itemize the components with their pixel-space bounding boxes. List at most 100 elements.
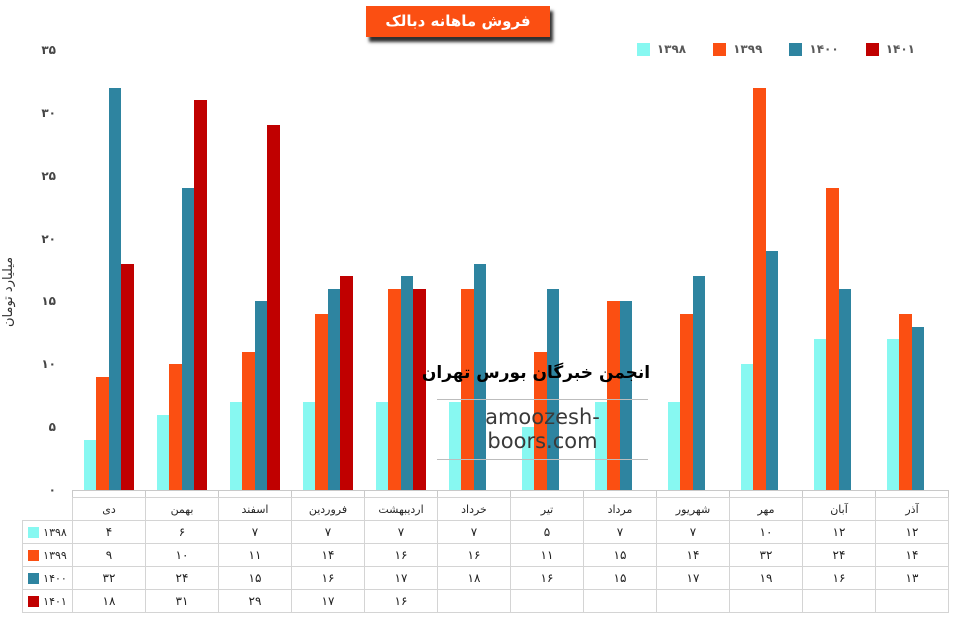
bar-1398-m2 bbox=[229, 402, 242, 490]
legend-item-1400: ۱۴۰۰ bbox=[789, 42, 839, 56]
table-month-header-m7: مرداد bbox=[583, 497, 657, 521]
legend-label: ۱۴۰۱ bbox=[885, 42, 915, 56]
table-cell-1400-m11: ۱۳ bbox=[875, 566, 949, 590]
bar-1399-m8 bbox=[680, 314, 693, 490]
table-cell-1399-m1: ۱۰ bbox=[145, 543, 219, 567]
table-cell-1398-m7: ۷ bbox=[583, 520, 657, 544]
bar-1400-m10 bbox=[838, 288, 851, 490]
legend-item-1398: ۱۳۹۸ bbox=[636, 42, 686, 56]
bar-1400-m6 bbox=[546, 288, 559, 490]
bar-1400-m11 bbox=[911, 326, 924, 490]
legend-item-1401: ۱۴۰۱ bbox=[865, 42, 915, 56]
x-tick bbox=[291, 490, 292, 498]
bar-1400-m7 bbox=[619, 301, 632, 490]
bar-1398-m11 bbox=[886, 339, 899, 490]
data-table: دی بهمن اسفند فروردین اردیبهشت خرداد تیر مرداد ش… bbox=[22, 497, 949, 613]
table-row-1401: ۱۴۰۱ ۱۸ ۳۱ ۲۹ ۱۷ ۱۶ bbox=[22, 589, 949, 613]
table-key-swatch-icon bbox=[28, 595, 40, 607]
table-cell-1399-m4: ۱۶ bbox=[364, 543, 438, 567]
table-cell-1400-m4: ۱۷ bbox=[364, 566, 438, 590]
table-cell-1401-m2: ۲۹ bbox=[218, 589, 292, 613]
bar-1400-m8 bbox=[692, 276, 705, 490]
x-tick bbox=[583, 490, 584, 498]
bar-1400-m9 bbox=[765, 251, 778, 490]
table-month-header-m10: آبان bbox=[802, 497, 876, 521]
table-row-1398: ۱۳۹۸ ۴ ۶ ۷ ۷ ۷ ۷ ۵ ۷ ۷ ۱۰ ۱۲ ۱۲ bbox=[22, 520, 949, 544]
table-key-cell-1398: ۱۳۹۸ bbox=[22, 520, 73, 544]
x-tick bbox=[948, 490, 949, 498]
table-month-header-m5: خرداد bbox=[437, 497, 511, 521]
x-tick bbox=[218, 490, 219, 498]
table-cell-1399-m5: ۱۶ bbox=[437, 543, 511, 567]
watermark-text: انجمن خبرگان بورس تهران bbox=[421, 363, 651, 383]
table-month-header-m4: اردیبهشت bbox=[364, 497, 438, 521]
y-tick-label: ۲۵ bbox=[41, 168, 56, 183]
watermark-domain: amoozesh-boors.com bbox=[437, 399, 648, 460]
table-cell-1399-m11: ۱۴ bbox=[875, 543, 949, 567]
table-cell-1401-m7 bbox=[583, 589, 657, 613]
bar-1399-m10 bbox=[826, 188, 839, 490]
bar-1399-m0 bbox=[96, 376, 109, 490]
x-tick bbox=[802, 490, 803, 498]
table-key-label: ۱۴۰۰ bbox=[43, 571, 67, 585]
table-cell-1398-m1: ۶ bbox=[145, 520, 219, 544]
table-cell-1399-m3: ۱۴ bbox=[291, 543, 365, 567]
y-tick-label: ۰ bbox=[48, 483, 56, 497]
bar-1399-m3 bbox=[315, 314, 328, 490]
table-cell-1398-m2: ۷ bbox=[218, 520, 292, 544]
bar-1401-m3 bbox=[340, 276, 353, 490]
table-cell-1399-m7: ۱۵ bbox=[583, 543, 657, 567]
table-cell-1398-m4: ۷ bbox=[364, 520, 438, 544]
table-key-label: ۱۴۰۱ bbox=[43, 594, 67, 608]
table-cell-1401-m9 bbox=[729, 589, 803, 613]
y-tick-label: ۱۵ bbox=[41, 294, 56, 309]
table-key-cell-1399: ۱۳۹۹ bbox=[22, 543, 73, 567]
table-cell-1400-m3: ۱۶ bbox=[291, 566, 365, 590]
y-tick-label: ۱۰ bbox=[41, 357, 56, 372]
legend-label: ۱۴۰۰ bbox=[809, 42, 839, 56]
bar-1401-m4 bbox=[413, 288, 426, 490]
bar-1400-m4 bbox=[400, 276, 413, 490]
table-row-1399: ۱۳۹۹ ۹ ۱۰ ۱۱ ۱۴ ۱۶ ۱۶ ۱۱ ۱۵ ۱۴ ۳۲ ۲۴ ۱۴ bbox=[22, 543, 949, 567]
bar-1398-m4 bbox=[375, 402, 388, 490]
legend-swatch-icon bbox=[713, 42, 727, 56]
bar-1399-m7 bbox=[607, 301, 620, 490]
bar-1398-m7 bbox=[594, 402, 607, 490]
x-tick bbox=[656, 490, 657, 498]
table-cell-1401-m10 bbox=[802, 589, 876, 613]
table-cell-1401-m3: ۱۷ bbox=[291, 589, 365, 613]
legend: ۱۳۹۸ ۱۳۹۹ ۱۴۰۰ ۱۴۰۱ bbox=[636, 42, 915, 56]
legend-item-1399: ۱۳۹۹ bbox=[713, 42, 762, 56]
y-tick-label: ۵ bbox=[48, 420, 56, 435]
table-key-swatch-icon bbox=[28, 549, 40, 561]
bar-1398-m10 bbox=[813, 339, 826, 490]
chart-title: فروش ماهانه دبالک bbox=[366, 6, 550, 37]
table-key-swatch-icon bbox=[28, 572, 40, 584]
table-cell-1400-m0: ۳۲ bbox=[72, 566, 146, 590]
table-cell-1401-m8 bbox=[656, 589, 730, 613]
bar-1398-m3 bbox=[302, 402, 315, 490]
bar-1398-m0 bbox=[83, 439, 96, 490]
table-key-swatch-icon bbox=[28, 526, 40, 538]
x-tick bbox=[437, 490, 438, 498]
bar-1401-m1 bbox=[194, 100, 207, 490]
bar-1400-m1 bbox=[181, 188, 194, 490]
table-cell-1401-m4: ۱۶ bbox=[364, 589, 438, 613]
table-cell-1398-m8: ۷ bbox=[656, 520, 730, 544]
table-cell-1399-m2: ۱۱ bbox=[218, 543, 292, 567]
table-cell-1401-m11 bbox=[875, 589, 949, 613]
table-cell-1401-m6 bbox=[510, 589, 584, 613]
table-month-header-m1: بهمن bbox=[145, 497, 219, 521]
table-cell-1399-m8: ۱۴ bbox=[656, 543, 730, 567]
table-cell-1400-m9: ۱۹ bbox=[729, 566, 803, 590]
table-cell-1400-m10: ۱۶ bbox=[802, 566, 876, 590]
x-tick bbox=[510, 490, 511, 498]
table-month-header-m0: دی bbox=[72, 497, 146, 521]
table-cell-1398-m3: ۷ bbox=[291, 520, 365, 544]
table-cell-1401-m1: ۳۱ bbox=[145, 589, 219, 613]
bar-1400-m2 bbox=[254, 301, 267, 490]
table-key-label: ۱۳۹۹ bbox=[43, 548, 67, 562]
x-tick bbox=[72, 490, 73, 498]
bar-1398-m6 bbox=[521, 427, 534, 490]
bar-1399-m4 bbox=[388, 288, 401, 490]
